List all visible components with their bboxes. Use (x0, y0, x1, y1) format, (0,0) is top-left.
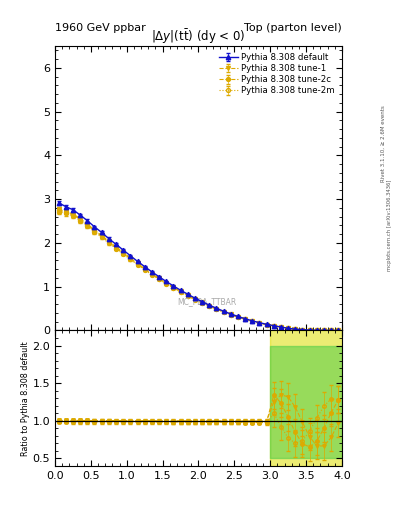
Legend: Pythia 8.308 default, Pythia 8.308 tune-1, Pythia 8.308 tune-2c, Pythia 8.308 tu: Pythia 8.308 default, Pythia 8.308 tune-… (217, 50, 338, 98)
Text: mcplots.cern.ch [arXiv:1306.3436]: mcplots.cern.ch [arXiv:1306.3436] (387, 180, 391, 271)
Text: Top (parton level): Top (parton level) (244, 23, 342, 33)
Title: $|\Delta y|(\mathrm{t\bar{t}})$ (dy < 0): $|\Delta y|(\mathrm{t\bar{t}})$ (dy < 0) (151, 28, 246, 46)
Text: 1960 GeV ppbar: 1960 GeV ppbar (55, 23, 146, 33)
Text: MC_FBA_TTBAR: MC_FBA_TTBAR (178, 297, 237, 307)
Text: Rivet 3.1.10, ≥ 2.6M events: Rivet 3.1.10, ≥ 2.6M events (381, 105, 386, 182)
Y-axis label: Ratio to Pythia 8.308 default: Ratio to Pythia 8.308 default (20, 341, 29, 456)
